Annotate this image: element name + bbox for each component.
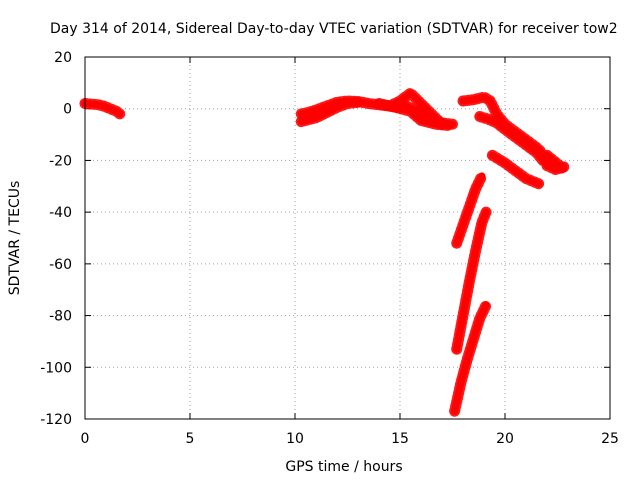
data-series-10-points <box>541 160 570 175</box>
x-tick-label: 20 <box>496 431 514 447</box>
data-series-8-points <box>486 149 545 190</box>
data-series-1-points <box>79 98 126 120</box>
data-series-5-points <box>373 98 454 131</box>
x-tick-label: 15 <box>391 431 409 447</box>
x-axis-ticks: 0 5 10 15 20 25 <box>81 57 619 447</box>
data-series-7-points <box>474 111 549 166</box>
y-tick-label: -60 <box>49 257 72 273</box>
y-axis-label: SDTVAR / TECUs <box>7 181 23 296</box>
data-series-3-points <box>295 96 364 128</box>
y-axis-ticks: 20 0 -20 -40 -60 -80 -100 -120 <box>40 50 610 428</box>
y-tick-label: 0 <box>63 102 72 118</box>
y-tick-label: -80 <box>49 309 72 325</box>
x-tick-label: 5 <box>186 431 195 447</box>
chart-title: Day 314 of 2014, Sidereal Day-to-day VTE… <box>50 21 618 37</box>
x-tick-label: 10 <box>286 431 304 447</box>
data-series-11-points <box>451 170 488 249</box>
y-tick-label: -20 <box>49 153 72 169</box>
y-tick-label: -100 <box>40 360 72 376</box>
data-series-4-points <box>384 87 448 130</box>
x-tick-label: 25 <box>601 431 619 447</box>
y-tick-label: -120 <box>40 412 72 428</box>
x-tick-label: 0 <box>81 431 90 447</box>
x-axis-label: GPS time / hours <box>285 459 402 475</box>
grid <box>85 57 610 419</box>
data-series-12-points <box>451 206 492 355</box>
data-series <box>79 87 570 417</box>
data-series-13-points <box>449 299 492 417</box>
y-tick-label: -40 <box>49 205 72 221</box>
y-tick-label: 20 <box>54 50 72 66</box>
plot-frame <box>84 56 611 420</box>
